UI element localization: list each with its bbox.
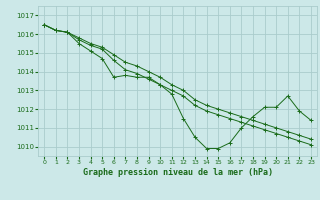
X-axis label: Graphe pression niveau de la mer (hPa): Graphe pression niveau de la mer (hPa) xyxy=(83,168,273,177)
